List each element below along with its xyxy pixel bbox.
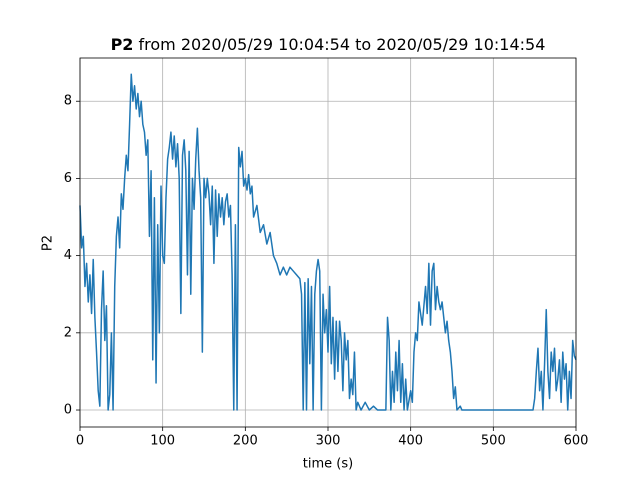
x-axis-label: time (s) xyxy=(303,457,353,472)
chart-title: P2 from 2020/05/29 10:04:54 to 2020/05/2… xyxy=(111,35,546,54)
x-tick-label: 200 xyxy=(233,434,258,449)
data-line xyxy=(79,73,577,411)
title-bold: P2 xyxy=(111,35,134,54)
title-text: from 2020/05/29 10:04:54 to 2020/05/29 1… xyxy=(139,35,546,54)
x-tick-label: 600 xyxy=(564,434,589,449)
y-tick-label: 4 xyxy=(64,248,72,263)
x-tick-label: 100 xyxy=(150,434,175,449)
y-axis-label: P2 xyxy=(41,235,56,251)
x-tick-label: 400 xyxy=(398,434,423,449)
y-tick-label: 6 xyxy=(64,171,72,186)
x-tick-label: 500 xyxy=(481,434,506,449)
plot-frame xyxy=(79,57,577,428)
y-tick-label: 2 xyxy=(64,325,72,340)
x-tick-label: 0 xyxy=(76,434,84,449)
x-tick-label: 300 xyxy=(316,434,341,449)
y-tick-label: 8 xyxy=(64,94,72,109)
y-tick-label: 0 xyxy=(64,403,72,418)
